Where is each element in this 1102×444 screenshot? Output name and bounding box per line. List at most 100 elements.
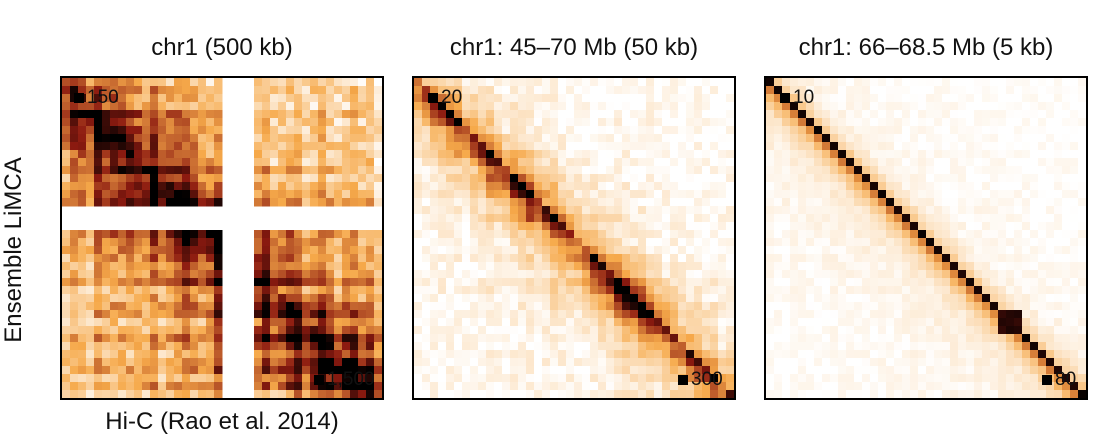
heatmap-cell	[214, 118, 223, 127]
heatmap-cell	[662, 118, 671, 127]
heatmap-cell	[630, 382, 639, 391]
heatmap-cell	[286, 350, 295, 359]
heatmap-cell	[430, 142, 439, 151]
heatmap-cell	[1070, 134, 1079, 143]
heatmap-cell	[838, 110, 847, 119]
heatmap-cell	[894, 230, 903, 239]
heatmap-cell	[534, 334, 543, 343]
heatmap-cell	[606, 310, 615, 319]
heatmap-cell	[990, 390, 999, 398]
heatmap-cell	[582, 390, 591, 398]
heatmap-cell	[934, 126, 943, 135]
heatmap-cell	[910, 374, 919, 383]
heatmap-cell	[502, 206, 511, 215]
heatmap-cell	[958, 390, 967, 398]
heatmap-cell	[454, 262, 463, 271]
heatmap-cell	[214, 286, 223, 295]
heatmap-cell	[542, 222, 551, 231]
heatmap-cell	[454, 158, 463, 167]
heatmap-cell	[1014, 118, 1023, 127]
heatmap-cell	[926, 262, 935, 271]
heatmap-cell	[1038, 182, 1047, 191]
heatmap-cell	[510, 174, 519, 183]
heatmap-cell	[694, 262, 703, 271]
heatmap-cell	[654, 382, 663, 391]
heatmap-cell	[134, 382, 143, 391]
heatmap-cell	[174, 118, 183, 127]
heatmap-cell	[326, 110, 335, 119]
heatmap-cell	[814, 94, 823, 103]
heatmap-cell	[766, 302, 775, 311]
heatmap-cell	[462, 374, 471, 383]
heatmap-cell	[438, 230, 447, 239]
heatmap-cell	[198, 102, 207, 111]
heatmap-cell	[182, 86, 191, 95]
heatmap-cell	[1054, 286, 1063, 295]
heatmap-cell	[798, 278, 807, 287]
heatmap-cell	[462, 94, 471, 103]
heatmap-cell	[926, 94, 935, 103]
heatmap-cell	[1070, 350, 1079, 359]
heatmap-cell	[766, 198, 775, 207]
heatmap-cell	[574, 358, 583, 367]
heatmap-cell	[278, 326, 287, 335]
heatmap-cell	[814, 222, 823, 231]
heatmap-cell	[542, 334, 551, 343]
heatmap-cell	[270, 190, 279, 199]
heatmap-cell	[502, 182, 511, 191]
heatmap-cell	[1030, 262, 1039, 271]
heatmap-cell	[686, 358, 695, 367]
heatmap-cell	[654, 174, 663, 183]
heatmap-cell	[190, 118, 199, 127]
heatmap-cell	[606, 94, 615, 103]
heatmap-cell	[646, 366, 655, 375]
heatmap-cell	[150, 190, 159, 199]
heatmap-cell	[598, 190, 607, 199]
heatmap-cell	[526, 270, 535, 279]
heatmap-cell	[854, 238, 863, 247]
heatmap-cell	[86, 350, 95, 359]
heatmap-cell	[678, 230, 687, 239]
heatmap-cell	[590, 94, 599, 103]
heatmap-cell	[1038, 294, 1047, 303]
heatmap-cell	[598, 358, 607, 367]
heatmap-cell	[1070, 374, 1079, 383]
heatmap-cell	[1022, 302, 1031, 311]
heatmap-cell	[814, 182, 823, 191]
heatmap-cell	[806, 270, 815, 279]
heatmap-cell	[502, 334, 511, 343]
heatmap-cell	[526, 78, 535, 87]
heatmap-cell	[646, 262, 655, 271]
heatmap-cell	[878, 86, 887, 95]
heatmap-cell	[878, 374, 887, 383]
heatmap-cell	[454, 350, 463, 359]
heatmap-cell	[166, 182, 175, 191]
heatmap-cell	[150, 286, 159, 295]
heatmap-cell	[798, 318, 807, 327]
heatmap-cell	[534, 118, 543, 127]
heatmap-cell	[806, 86, 815, 95]
heatmap-cell	[574, 142, 583, 151]
heatmap-cell	[622, 326, 631, 335]
heatmap-cell	[526, 174, 535, 183]
heatmap-cell	[262, 278, 271, 287]
heatmap-cell	[278, 382, 287, 391]
heatmap-cell	[790, 86, 799, 95]
heatmap-cell	[798, 110, 807, 119]
heatmap-cell	[542, 278, 551, 287]
heatmap-cell	[78, 286, 87, 295]
heatmap-cell	[550, 326, 559, 335]
heatmap-cell	[1054, 270, 1063, 279]
heatmap-cell	[886, 278, 895, 287]
heatmap-cell	[1062, 222, 1071, 231]
heatmap-cell	[486, 366, 495, 375]
heatmap-cell	[838, 294, 847, 303]
heatmap-cell	[446, 318, 455, 327]
heatmap-cell	[94, 254, 103, 263]
heatmap-cell	[414, 326, 423, 335]
heatmap-cell	[790, 206, 799, 215]
heatmap-cell	[806, 198, 815, 207]
heatmap-cell	[822, 270, 831, 279]
heatmap-cell	[710, 142, 719, 151]
heatmap-cell	[582, 310, 591, 319]
